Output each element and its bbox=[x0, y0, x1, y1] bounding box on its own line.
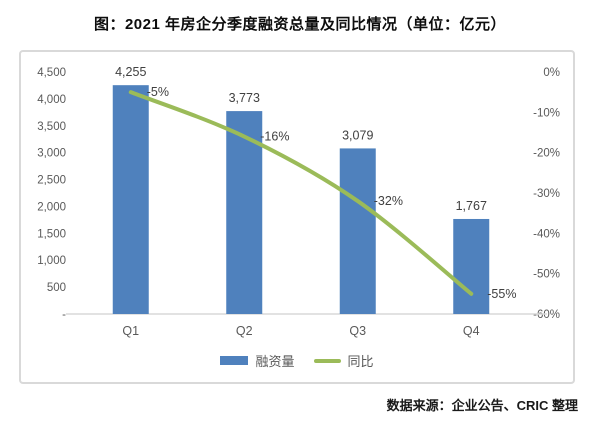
secondary-axis-tick-label: -50% bbox=[533, 269, 560, 281]
bar-value-label: 3,773 bbox=[229, 91, 260, 105]
secondary-axis-tick-label: -10% bbox=[533, 107, 560, 119]
y-axis-tick-label: 3,500 bbox=[37, 121, 66, 133]
bar-q4 bbox=[453, 218, 490, 314]
y-axis-tick-label: 2,000 bbox=[37, 201, 66, 213]
line-point-label: -55% bbox=[487, 287, 516, 301]
x-axis-label-q3: Q3 bbox=[349, 324, 366, 338]
bar-q2 bbox=[226, 111, 263, 315]
x-axis-label-q1: Q1 bbox=[122, 324, 139, 338]
bar-value-label: 4,255 bbox=[115, 65, 146, 79]
y-axis-tick-label: 500 bbox=[47, 282, 66, 294]
line-point-label: -16% bbox=[260, 130, 289, 144]
y-axis-tick-label: 1,000 bbox=[37, 255, 66, 267]
bar-value-label: 3,079 bbox=[342, 128, 373, 142]
bar-legend-label: 融资量 bbox=[255, 354, 295, 369]
x-axis-label-q4: Q4 bbox=[463, 324, 480, 338]
y-axis-tick-label: 4,500 bbox=[37, 67, 66, 79]
chart-title: 图：2021 年房企分季度融资总量及同比情况（单位：亿元） bbox=[93, 16, 507, 33]
bar-value-label: 1,767 bbox=[456, 199, 487, 213]
bar-q1 bbox=[112, 85, 149, 314]
secondary-axis-tick-label: -20% bbox=[533, 148, 560, 160]
chart-panel: 4,500 4,000 3,500 3,000 2,500 2,000 1,500 1,000… bbox=[19, 50, 575, 384]
secondary-axis-tick-label: -60% bbox=[533, 309, 560, 321]
y-axis-tick-label: 1,500 bbox=[37, 228, 66, 240]
bar-q3 bbox=[339, 148, 376, 314]
y-axis-tick-label: - bbox=[62, 309, 66, 321]
y-axis-tick-label: 3,000 bbox=[37, 148, 66, 160]
bar-legend-swatch bbox=[220, 356, 249, 365]
line-point-label: -5% bbox=[147, 85, 169, 99]
y-axis-tick-label: 4,000 bbox=[37, 94, 66, 106]
line-legend-label: 同比 bbox=[347, 354, 374, 369]
data-source-note: 数据来源：企业公告、CRIC 整理 bbox=[386, 398, 578, 413]
line-legend-swatch bbox=[313, 358, 341, 363]
trend-line bbox=[128, 90, 474, 296]
secondary-axis-tick-label: -30% bbox=[533, 188, 560, 200]
secondary-axis-tick-label: -40% bbox=[533, 228, 560, 240]
y-axis-tick-label: 2,500 bbox=[37, 175, 66, 187]
chart-legend: 融资量 同比 bbox=[21, 351, 573, 370]
x-axis-label-q2: Q2 bbox=[236, 324, 253, 338]
secondary-axis-tick-label: 0% bbox=[543, 67, 560, 79]
chart-canvas: 4,500 4,000 3,500 3,000 2,500 2,000 1,500 1,000… bbox=[37, 65, 560, 338]
line-point-label: -32% bbox=[374, 194, 403, 208]
